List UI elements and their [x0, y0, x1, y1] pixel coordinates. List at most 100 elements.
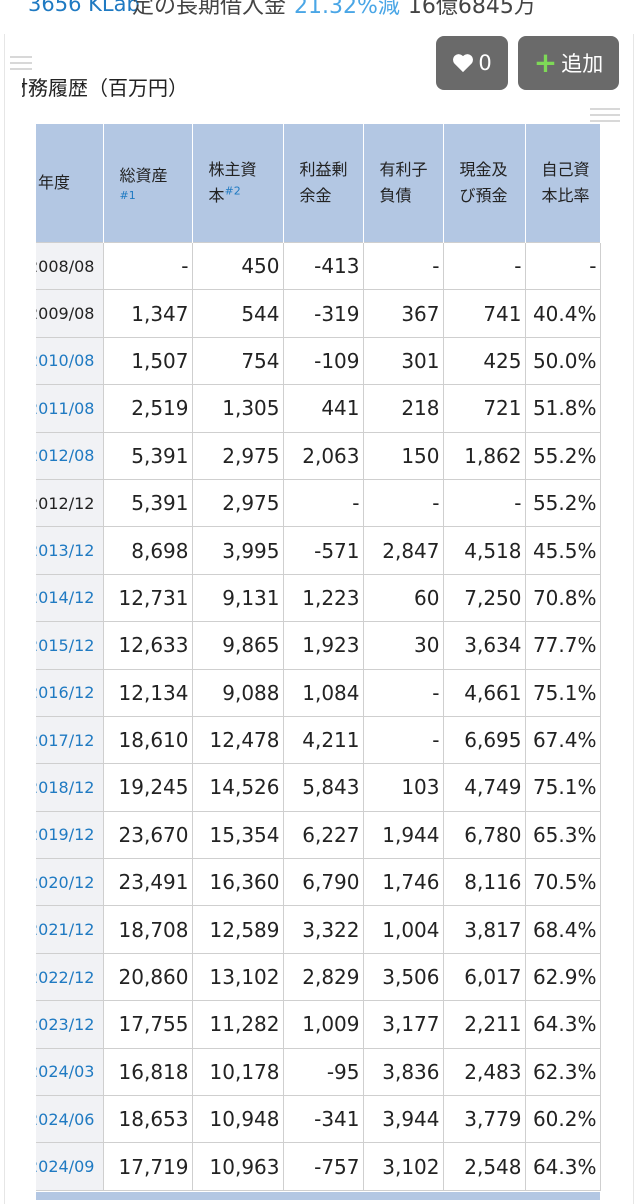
year-cell: 2009/08 [36, 289, 104, 338]
value-cell: 2,063 [282, 431, 364, 480]
year-cell: 2010/08 [36, 336, 104, 386]
footnote-link[interactable]: #2 [224, 184, 241, 198]
value-cell: 6,695 [442, 715, 526, 765]
add-button[interactable]: + 追加 [518, 36, 619, 90]
value-cell: 70.5% [524, 858, 601, 907]
column-label: 年度 [38, 173, 71, 192]
value-cell: 8,116 [442, 858, 526, 907]
value-cell: -319 [282, 289, 364, 338]
year-link[interactable]: 2021/12 [36, 920, 95, 940]
value-cell: 10,963 [191, 1142, 284, 1191]
year-cell: 2008/08 [36, 241, 104, 291]
value-cell: 18,653 [102, 1095, 193, 1144]
year-link[interactable]: 2020/12 [36, 872, 95, 892]
year-wrap: 2012/08 [36, 446, 102, 466]
value-cell: 1,746 [362, 858, 444, 907]
value-cell: 1,004 [362, 905, 444, 954]
value-cell: 62.3% [524, 1047, 601, 1097]
year-link[interactable]: 2016/12 [36, 683, 95, 703]
value-cell: 2,975 [191, 431, 284, 480]
table-row: 2008/08-450-413--- [36, 241, 601, 291]
value-cell: 13,102 [191, 952, 284, 1002]
year-link[interactable]: 2024/06 [36, 1109, 95, 1129]
year-link[interactable]: 2013/12 [36, 541, 95, 561]
value-cell: 1,305 [191, 384, 284, 433]
value-cell: 62.9% [524, 952, 601, 1002]
year-link[interactable]: 2024/09 [36, 1157, 95, 1177]
value-cell: 30 [362, 621, 444, 670]
value-cell: 17,719 [102, 1142, 193, 1191]
value-cell: 64.3% [524, 1000, 601, 1049]
year-link[interactable]: 2022/12 [36, 967, 95, 987]
value-cell: 5,391 [102, 431, 193, 480]
value-cell: 68.4% [524, 905, 601, 954]
value-cell: 441 [282, 384, 364, 433]
table-body: 2008/08-450-413---2009/081,347544-319367… [36, 241, 601, 1191]
year-link[interactable]: 2023/12 [36, 1014, 95, 1034]
footnote-link[interactable]: #1 [119, 189, 136, 202]
year-cell: 2020/12 [36, 858, 104, 907]
value-cell: 12,478 [191, 715, 284, 765]
value-cell: 1,507 [102, 336, 193, 386]
value-cell: 55.2% [524, 431, 601, 480]
year-link[interactable]: 2014/12 [36, 588, 95, 608]
headline-change: 21.32%減 [294, 0, 400, 19]
year-link[interactable]: 2010/08 [36, 351, 95, 371]
year-wrap: 2008/08 [36, 256, 102, 276]
value-cell: 1,944 [362, 810, 444, 860]
value-cell: 12,731 [102, 573, 193, 623]
value-cell: 1,923 [282, 621, 364, 670]
heart-icon [453, 54, 474, 73]
stock-code[interactable]: 3656 KLab [28, 0, 140, 16]
year-cell: 2023/12 [36, 1000, 104, 1049]
year-cell: 2022/12 [36, 952, 104, 1002]
menu-icon[interactable] [590, 108, 620, 126]
year-cell: 2012/12 [36, 478, 104, 528]
column-header: 株主資本#2 [192, 124, 284, 243]
value-cell: 55.2% [524, 478, 601, 528]
year-wrap: 2018/12 [36, 777, 102, 797]
year-wrap: 2012/12 [36, 494, 102, 513]
value-cell: -757 [282, 1142, 364, 1191]
value-cell: 6,790 [282, 858, 364, 907]
year-link[interactable]: 2015/12 [36, 635, 95, 655]
year-link[interactable]: 2019/12 [36, 825, 95, 845]
value-cell: 450 [191, 241, 284, 291]
value-cell: 103 [362, 763, 444, 812]
menu-icon[interactable] [10, 56, 32, 74]
value-cell: 16,360 [191, 858, 284, 907]
value-cell: 3,177 [362, 1000, 444, 1049]
value-cell: 19,245 [102, 763, 193, 812]
value-cell: 1,084 [282, 668, 364, 717]
year-wrap: 2013/12 [36, 541, 102, 561]
value-cell: 12,589 [191, 905, 284, 954]
like-button[interactable]: 0 [436, 36, 508, 90]
value-cell: 51.8% [524, 384, 601, 433]
year-wrap: 2016/12 [36, 683, 102, 703]
year-link[interactable]: 2017/12 [36, 730, 95, 750]
column-label: 株主資本 [208, 160, 257, 205]
year-wrap: 2021/12 [36, 920, 102, 940]
value-cell: 50.0% [524, 336, 601, 386]
year-link[interactable]: 2011/08 [36, 398, 95, 418]
value-cell: 3,944 [362, 1095, 444, 1144]
value-cell: 4,518 [442, 526, 526, 575]
year-wrap: 2011/08 [36, 398, 102, 418]
year-link[interactable]: 2018/12 [36, 777, 95, 797]
year-link[interactable]: 2024/03 [36, 1062, 95, 1082]
value-cell: 9,088 [191, 668, 284, 717]
value-cell: 11,282 [191, 1000, 284, 1049]
year-text: 2008/08 [36, 256, 95, 276]
year-link[interactable]: 2012/08 [36, 446, 95, 466]
year-wrap: 2020/12 [36, 872, 102, 892]
value-cell: 9,865 [191, 621, 284, 670]
